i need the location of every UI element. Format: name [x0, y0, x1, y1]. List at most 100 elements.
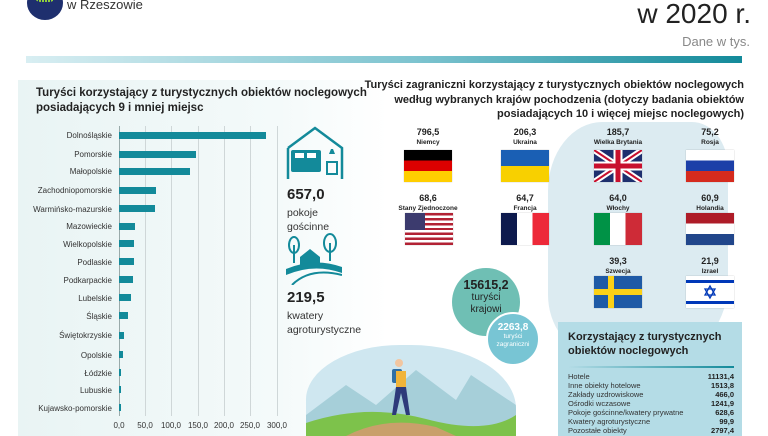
x-tick: 100,0	[160, 421, 182, 430]
flag-usa-icon	[405, 213, 453, 245]
country-value: 64,7	[516, 193, 534, 203]
bar	[119, 240, 134, 247]
table-row: Inne obiekty hotelowe 1513,8	[568, 381, 734, 390]
row-label: Inne obiekty hotelowe	[568, 381, 641, 390]
stat-guest-rooms-label: pokoje	[287, 207, 318, 219]
gridline	[224, 126, 225, 416]
category-label: Lubuskie	[79, 386, 112, 395]
farm-landscape-icon	[286, 233, 343, 286]
flag-ukraine-icon	[501, 150, 549, 182]
gridline	[277, 126, 278, 416]
gridline	[119, 126, 120, 416]
flag-germany-icon	[404, 150, 452, 182]
bar	[119, 258, 134, 265]
category-label: Śląskie	[86, 312, 112, 321]
row-value: 1241,9	[711, 399, 734, 408]
row-value: 2797,4	[711, 426, 734, 435]
country-value: 796,5	[416, 127, 440, 137]
category-label: Łódzkie	[84, 369, 112, 378]
bar	[119, 312, 128, 319]
foreign-tourists-label: turyści	[503, 333, 523, 340]
row-label: Hotele	[568, 372, 590, 381]
flag-netherlands-icon	[686, 213, 734, 245]
domestic-tourists-label: turyści	[471, 292, 501, 303]
row-value: 1513,8	[711, 381, 734, 390]
category-label: Warmińsko-mazurskie	[33, 205, 112, 214]
gridline	[198, 126, 199, 416]
foreign-tourists-title: Turyści zagraniczni korzystający z turys…	[364, 79, 744, 120]
gridline	[171, 126, 172, 416]
table-row: Zakłady uzdrowiskowe 466,0	[568, 390, 734, 399]
stat-guest-rooms-label: gościnne	[287, 221, 330, 233]
category-label: Świętokrzyskie	[59, 331, 112, 340]
category-label: Kujawsko-pomorskie	[38, 404, 112, 413]
unit-note: Dane w tys.	[682, 34, 750, 49]
country-name: Francja	[513, 205, 537, 212]
country-name: Stany Zjednoczone	[398, 205, 458, 212]
gridline	[145, 126, 146, 416]
table-row: Ośrodki wczasowe 1241,9	[568, 399, 734, 408]
bar	[119, 223, 135, 230]
bar	[119, 132, 266, 139]
domestic-tourists-value: 15615,2	[463, 278, 509, 292]
country-name: Holandia	[696, 205, 724, 212]
header-divider	[26, 56, 742, 63]
x-tick: 200,0	[213, 421, 235, 430]
stat-agro-label: agroturystyczne	[287, 324, 362, 336]
category-label: Dolnośląskie	[66, 131, 112, 140]
bar	[119, 332, 124, 339]
summary-table-title-line: Korzystający z turystycznych	[568, 331, 722, 343]
category-label: Opolskie	[80, 351, 112, 360]
bar-chart: Dolnośląskie Pomorskie Małopolskie Zacho…	[0, 0, 290, 436]
country-value: 185,7	[606, 127, 630, 137]
category-label: Podkarpackie	[63, 276, 112, 285]
bar	[119, 205, 155, 212]
bar	[119, 386, 121, 393]
x-tick: 250,0	[239, 421, 261, 430]
page-title-year: w 2020 r.	[637, 0, 751, 29]
country-value: 64,0	[609, 193, 627, 203]
row-label: Kwatery agroturystyczne	[568, 417, 651, 426]
country-value: 60,9	[701, 193, 719, 203]
country-value: 206,3	[513, 127, 537, 137]
country-name: Włochy	[606, 205, 630, 212]
stat-agro-label: kwatery	[287, 310, 324, 322]
foreign-tourists-label: zagraniczni	[496, 341, 530, 348]
table-row: Kwatery agroturystyczne 99,9	[568, 417, 734, 426]
flag-uk-icon	[592, 147, 644, 185]
country-name: Izrael	[701, 268, 719, 275]
category-label: Mazowieckie	[66, 222, 112, 231]
x-tick: 50,0	[137, 421, 153, 430]
flag-israel-icon	[686, 276, 734, 308]
logo-emblem	[27, 0, 63, 20]
domestic-tourists-label: krajowi	[470, 304, 502, 315]
bar	[119, 151, 196, 158]
gridline	[250, 126, 251, 416]
flag-france-icon	[501, 213, 549, 245]
country-name: Niemcy	[416, 139, 440, 146]
flag-italy-icon	[594, 213, 642, 245]
category-label: Wielkopolskie	[63, 240, 112, 249]
country-value: 21,9	[701, 256, 719, 266]
x-tick: 0,0	[113, 421, 125, 430]
category-label: Pomorskie	[74, 150, 112, 159]
country-name: Ukraina	[513, 139, 537, 146]
category-label: Lubelskie	[78, 294, 112, 303]
bar	[119, 187, 156, 194]
stat-guest-rooms-value: 657,0	[287, 186, 325, 203]
country-name: Szwecja	[605, 268, 631, 275]
bar	[119, 276, 133, 283]
bar	[119, 404, 121, 411]
table-row: Pozostałe obiekty 2797,4	[568, 426, 734, 435]
x-tick: 300,0	[266, 421, 288, 430]
bar	[119, 294, 131, 301]
table-row: Pokoje gościnne/kwatery prywatne 628,6	[568, 408, 734, 417]
row-value: 99,9	[719, 417, 734, 426]
summary-table-title: Korzystający z turystycznych obiektów no…	[568, 330, 721, 358]
row-value: 466,0	[715, 390, 734, 399]
country-name: Rosja	[701, 139, 719, 146]
org-name: w Rzeszowie	[67, 0, 143, 12]
row-label: Zakłady uzdrowiskowe	[568, 390, 644, 399]
row-value: 11131,4	[707, 372, 734, 381]
bar	[119, 168, 190, 175]
